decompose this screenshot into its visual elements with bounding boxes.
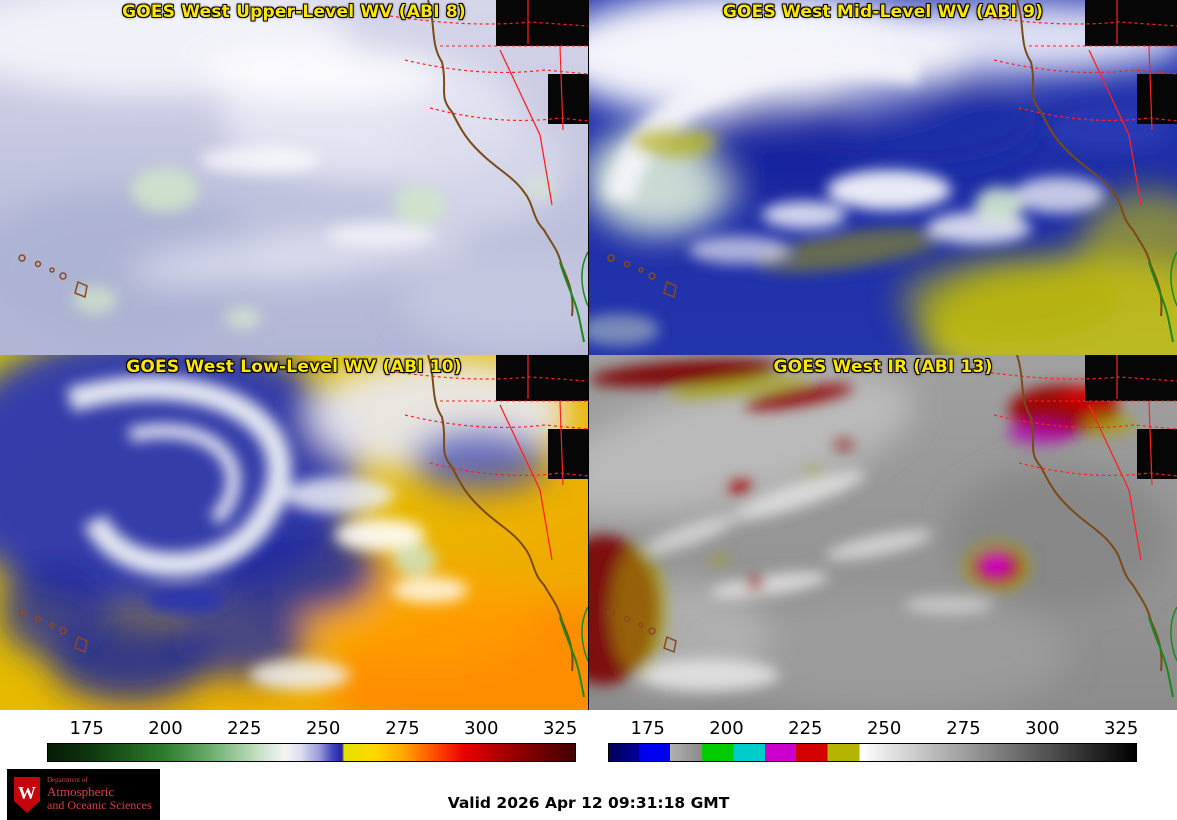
svg-text:W: W [18,783,36,803]
panel-title-abi10: GOES West Low-Level WV (ABI 10) [126,357,462,377]
colorbar-strip: 175 200 225 250 275 300 325 175 200 225 250 275 300… [0,710,1177,768]
panel-title-abi13: GOES West IR (ABI 13) [773,357,993,377]
colorbar-tick: 325 [1103,718,1139,739]
colorbar-tick: 250 [305,718,341,739]
ir-image [589,355,1177,710]
logo-line-atmospheric: Atmospheric [47,783,115,799]
uw-aos-logo: W Department of Atmospheric and Oceanic … [7,769,160,820]
colorbar-tick: 175 [630,718,665,739]
colorbar-tick: 300 [464,718,499,739]
uw-crest-icon: W [14,776,40,813]
logo-line-oceanic: and Oceanic Sciences [47,797,152,812]
ir-colorbar: 175 200 225 250 275 300 325 [608,716,1139,766]
upper-level-wv-image [0,0,588,355]
wv-colorbar-gradient [47,743,576,762]
colorbar-tick: 300 [1025,718,1060,739]
colorbar-tick: 200 [709,718,744,739]
panel-title-abi9: GOES West Mid-Level WV (ABI 9) [722,2,1044,22]
colorbar-tick: 275 [946,718,981,739]
ir-colorbar-gradient [608,743,1137,762]
wv-colorbar: 175 200 225 250 275 300 325 [47,716,578,766]
logo-text: Department of Atmospheric and Oceanic Sc… [47,777,152,812]
panel-ir: GOES West IR (ABI 13) [589,355,1177,710]
colorbar-tick: 225 [788,718,823,739]
panel-title-abi8: GOES West Upper-Level WV (ABI 8) [122,2,466,22]
footer: W Department of Atmospheric and Oceanic … [0,768,1177,820]
colorbar-tick: 200 [148,718,183,739]
colorbar-tick: 175 [69,718,104,739]
wv-colorbar-ticks: 175 200 225 250 275 300 325 [47,716,578,743]
colorbar-tick: 275 [385,718,420,739]
ir-colorbar-ticks: 175 200 225 250 275 300 325 [608,716,1139,743]
colorbar-tick: 250 [866,718,902,739]
panel-grid: GOES West Upper-Level WV (ABI 8) [0,0,1177,710]
panel-upper-level-wv: GOES West Upper-Level WV (ABI 8) [0,0,588,355]
mid-level-wv-image [589,0,1177,355]
low-level-wv-image [0,355,588,710]
panel-low-level-wv: GOES West Low-Level WV (ABI 10) [0,355,588,710]
valid-time-label: Valid 2026 Apr 12 09:31:18 GMT [447,794,730,812]
colorbar-tick: 225 [227,718,262,739]
logo-dept-line: Department of [47,776,88,785]
colorbar-tick: 325 [542,718,578,739]
panel-mid-level-wv: GOES West Mid-Level WV (ABI 9) [589,0,1177,355]
